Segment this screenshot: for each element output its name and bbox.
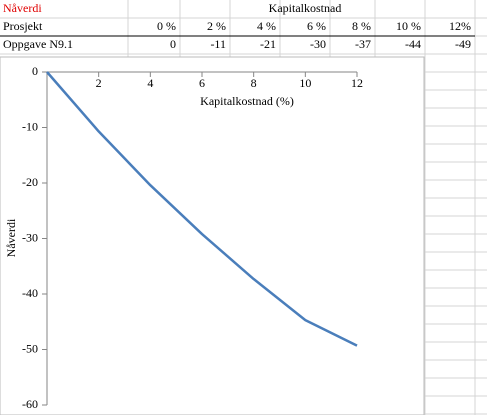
cell: -30: [310, 37, 326, 51]
y-tick-label: -50: [22, 341, 38, 355]
sheet-title: Nåverdi: [3, 1, 42, 15]
x-tick-label: 8: [251, 76, 257, 90]
column-header: 12%: [449, 19, 471, 33]
x-tick-label: 12: [351, 76, 363, 90]
y-tick-label: -20: [22, 175, 38, 189]
column-header: 6 %: [307, 19, 326, 33]
line-series: [46, 71, 358, 347]
cell: -44: [405, 37, 421, 51]
cell: -21: [260, 37, 276, 51]
x-tick-label: 10: [299, 76, 311, 90]
y-tick-label: -40: [22, 286, 38, 300]
cell: -11: [210, 37, 226, 51]
column-header: 4 %: [257, 19, 276, 33]
y-tick-label: -10: [22, 119, 38, 133]
chart-area: [0, 56, 425, 415]
x-tick-label: 6: [199, 76, 205, 90]
x-tick-label: 2: [96, 76, 102, 90]
column-header: Prosjekt: [3, 19, 43, 33]
cell: 0: [170, 37, 176, 51]
cell: -49: [455, 37, 471, 51]
x-tick-label: 4: [147, 76, 153, 90]
y-tick-label: -30: [22, 230, 38, 244]
cell: -37: [355, 37, 371, 51]
column-header: 0 %: [157, 19, 176, 33]
x-axis-title: Kapitalkostnad (%): [200, 94, 294, 108]
column-header: 10 %: [396, 19, 421, 33]
group-header: Kapitalkostnad: [269, 1, 342, 15]
y-tick-label: 0: [32, 64, 38, 78]
column-header: 8 %: [352, 19, 371, 33]
cell: Oppgave N9.1: [3, 37, 73, 51]
y-tick-label: -60: [22, 397, 38, 411]
y-axis-title: Nåverdi: [4, 218, 18, 257]
column-header: 2 %: [207, 19, 226, 33]
